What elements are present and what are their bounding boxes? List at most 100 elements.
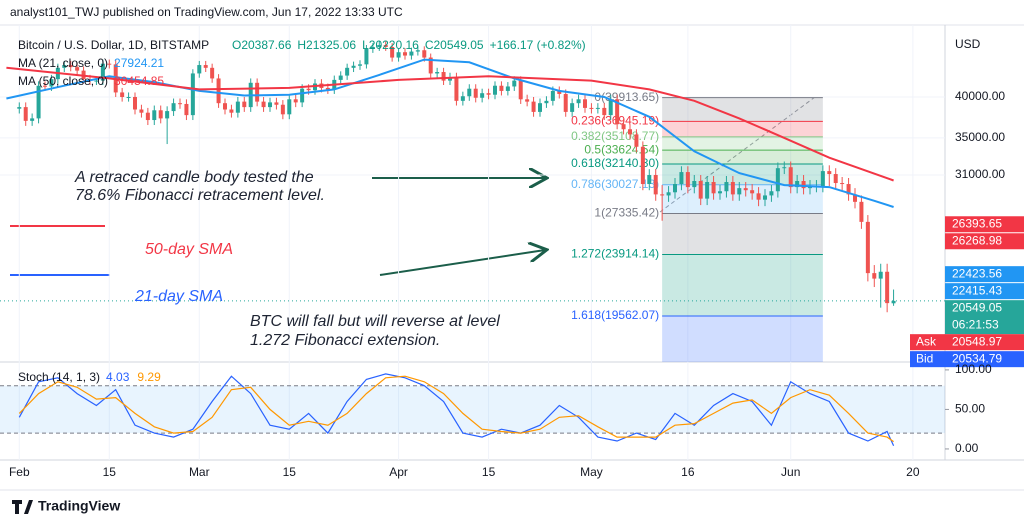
candle-body — [801, 181, 806, 189]
candle-body — [518, 80, 523, 100]
chart-title: Bitcoin / U.S. Dollar, 1D, BITSTAMP — [18, 38, 209, 52]
candle-body — [730, 182, 735, 195]
candle-body — [640, 146, 645, 185]
candle-body — [647, 175, 652, 185]
candle-body — [242, 101, 247, 108]
annotation: BTC will fall but will reverse at level — [250, 313, 500, 330]
candle-body — [576, 99, 581, 104]
candle-body — [43, 85, 47, 87]
candle-body — [190, 73, 195, 116]
fib-label: 0.236(36945.19) — [571, 113, 659, 127]
annotation: A retraced candle body tested the — [74, 169, 314, 186]
annotation: 1.272 Fibonacci extension. — [250, 332, 440, 349]
x-tick-label: 15 — [283, 465, 297, 479]
candle-body — [229, 109, 234, 113]
candle-body — [435, 72, 440, 74]
candle-body — [538, 103, 542, 112]
fib-band — [662, 213, 823, 255]
candle-body — [775, 168, 780, 192]
candle-body — [782, 167, 787, 169]
price-tag-label: 22415.43 — [952, 283, 1002, 297]
candle-body — [377, 45, 382, 47]
ohlc-legend: H21325.06 — [297, 38, 356, 52]
candle-body — [499, 85, 504, 91]
candle-body — [158, 110, 163, 119]
countdown: 06:21:53 — [952, 317, 999, 331]
price-tag — [910, 334, 1024, 351]
ohlc-legend: L20220.16 — [362, 38, 419, 52]
candle-body — [345, 67, 350, 76]
candle-body — [94, 80, 99, 82]
candle-body — [133, 96, 137, 110]
candle-body — [100, 63, 105, 81]
price-tag-name: Ask — [916, 334, 937, 348]
ma-line — [6, 66, 894, 182]
candle-body — [409, 51, 414, 56]
candle-body — [403, 52, 407, 56]
candle-body — [178, 103, 182, 105]
candle-body — [724, 182, 729, 192]
candle-body — [634, 134, 639, 147]
candle-body — [480, 93, 485, 98]
fib-label: 0.786(30027.13) — [571, 177, 659, 191]
candle-body — [557, 90, 562, 94]
candle-body — [268, 102, 272, 108]
candle-body — [685, 172, 690, 188]
x-tick-label: Jun — [781, 465, 800, 479]
x-tick-label: Mar — [189, 465, 210, 479]
price-tag-label: 20548.97 — [952, 334, 1002, 348]
ohlc-legend: C20549.05 — [425, 38, 484, 52]
candle-body — [493, 85, 497, 95]
annotation: 78.6% Fibonacci retracement level. — [75, 187, 325, 204]
fib-band — [662, 184, 823, 214]
candle-body — [589, 107, 594, 109]
candle-body — [583, 99, 587, 108]
candle-body — [280, 104, 285, 115]
candle-body — [120, 92, 125, 97]
candle-body — [422, 50, 427, 58]
candle-body — [563, 93, 568, 112]
candle-body — [743, 188, 748, 191]
candle-body — [30, 118, 35, 121]
candle-body — [358, 64, 362, 66]
published-line: analyst101_TWJ published on TradingView.… — [10, 5, 403, 19]
candle-body — [615, 99, 620, 125]
stoch-value: 9.29 — [137, 370, 161, 384]
candle-body — [152, 110, 157, 121]
candle-body — [255, 82, 260, 102]
candle-body — [428, 57, 433, 74]
candle-body — [692, 181, 697, 188]
candle-body — [660, 194, 665, 196]
x-tick-label: 20 — [906, 465, 920, 479]
candle-body — [763, 195, 767, 200]
candle-body — [287, 99, 292, 115]
candle-body — [68, 65, 73, 68]
candle-body — [531, 101, 536, 112]
candle-body — [853, 194, 857, 202]
candle-body — [415, 50, 420, 52]
candle-body — [788, 167, 793, 188]
ohlc-legend: +166.17 (+0.82%) — [490, 38, 586, 52]
stoch-tick-label: 50.00 — [955, 402, 985, 416]
stoch-band — [0, 385, 945, 434]
candle-body — [653, 175, 658, 195]
fib-band — [662, 121, 823, 137]
candle-body — [872, 273, 877, 279]
fib-label: 0.382(35108.77) — [571, 129, 659, 143]
candle-body — [595, 107, 600, 109]
candle-body — [306, 88, 311, 91]
arrow — [379, 250, 545, 276]
candle-body — [750, 190, 755, 194]
candle-body — [210, 67, 215, 79]
fib-band — [662, 136, 823, 151]
x-tick-label: 16 — [681, 465, 695, 479]
price-tag-name: Bid — [916, 351, 933, 365]
candle-body — [705, 182, 710, 199]
candle-body — [570, 103, 575, 112]
logo-icon — [12, 500, 33, 514]
candle-body — [525, 99, 530, 102]
price-tag — [945, 300, 1024, 335]
candle-body — [769, 191, 774, 196]
candle-body — [441, 72, 446, 81]
